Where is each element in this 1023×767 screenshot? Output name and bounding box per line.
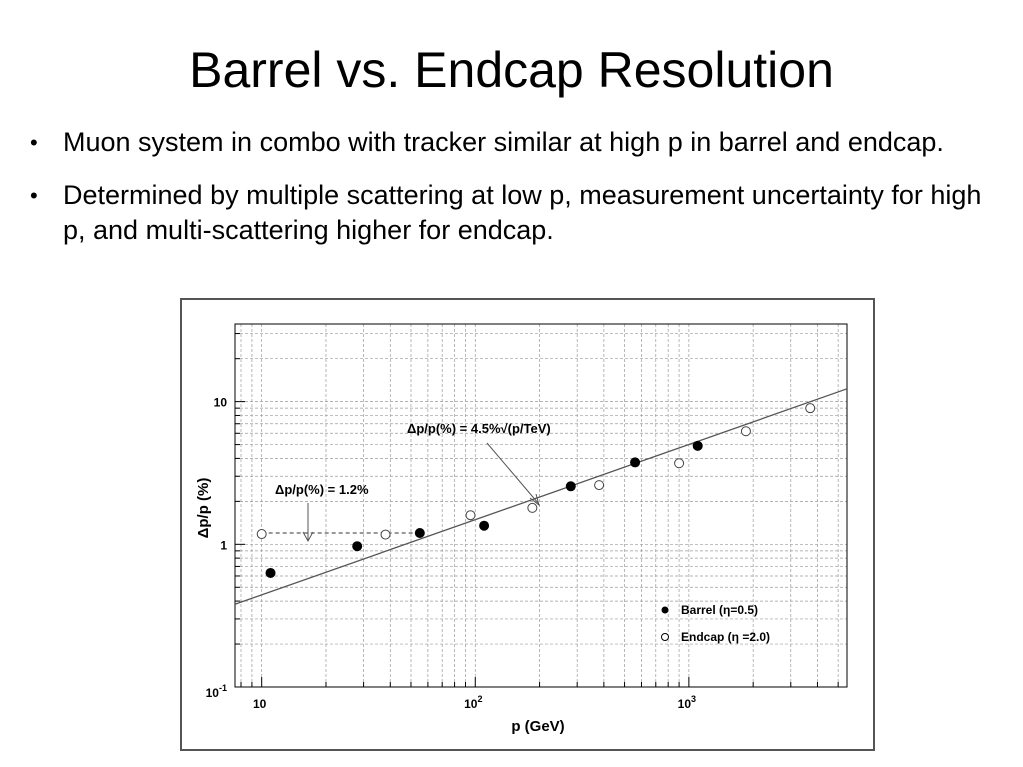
floor-annotation: Δp/p(%) = 1.2% <box>275 482 369 543</box>
barrel-data-point <box>414 528 425 539</box>
bullet-item: • Determined by multiple scattering at lo… <box>30 178 1010 248</box>
bullet-text: Determined by multiple scattering at low… <box>63 180 982 245</box>
bullet-list: • Muon system in combo with tracker simil… <box>30 125 1010 266</box>
barrel-data-point <box>479 520 490 531</box>
endcap-data-point <box>527 502 538 513</box>
endcap-data-point <box>740 426 751 437</box>
endcap-data-point <box>465 510 476 521</box>
barrel-data-point <box>630 457 641 468</box>
chart-frame <box>180 298 875 751</box>
barrel-data-point <box>692 440 703 451</box>
floor-annotation-label: Δp/p(%) = 1.2% <box>275 482 369 497</box>
endcap-data-point <box>594 480 605 491</box>
x-axis-label: p (GeV) <box>511 718 564 735</box>
plot-area <box>234 323 848 688</box>
slide-title: Barrel vs. Endcap Resolution <box>189 42 834 98</box>
legend-marker-endcap <box>661 633 669 641</box>
chart-lines <box>234 388 848 605</box>
y-tick-label: 1 <box>220 538 227 552</box>
fit-annotation-label: Δp/p(%) = 4.5%√(p/TeV) <box>407 421 551 436</box>
fit-annotation-arrow <box>486 442 539 504</box>
chart-points <box>256 403 816 578</box>
x-tick-label: 10 <box>253 697 267 711</box>
endcap-data-point <box>256 529 267 540</box>
bullet-text: Muon system in combo with tracker simila… <box>63 127 944 157</box>
endcap-data-point <box>674 458 685 469</box>
chart-legend: Barrel (η=0.5) Endcap (η =2.0) <box>661 603 770 644</box>
fit-annotation: Δp/p(%) = 4.5%√(p/TeV) <box>407 421 551 507</box>
barrel-data-point <box>265 567 276 578</box>
bullet-dot-icon: • <box>30 183 38 208</box>
barrel-data-point <box>565 481 576 492</box>
bullet-item: • Muon system in combo with tracker simil… <box>30 125 1010 160</box>
y-axis-label: Δp/p (%) <box>195 478 212 539</box>
barrel-data-point <box>352 541 363 552</box>
floor-annotation-arrowhead <box>302 531 314 543</box>
fit-line <box>234 388 848 605</box>
y-tick-label: 10 <box>214 396 228 410</box>
legend-label-barrel: Barrel (η=0.5) <box>681 603 758 617</box>
endcap-data-point <box>805 403 816 414</box>
legend-label-endcap: Endcap (η =2.0) <box>681 630 770 644</box>
fit-annotation-arrowhead <box>529 493 540 507</box>
endcap-data-point <box>380 529 391 540</box>
legend-marker-barrel <box>661 606 669 614</box>
bullet-dot-icon: • <box>30 130 38 155</box>
